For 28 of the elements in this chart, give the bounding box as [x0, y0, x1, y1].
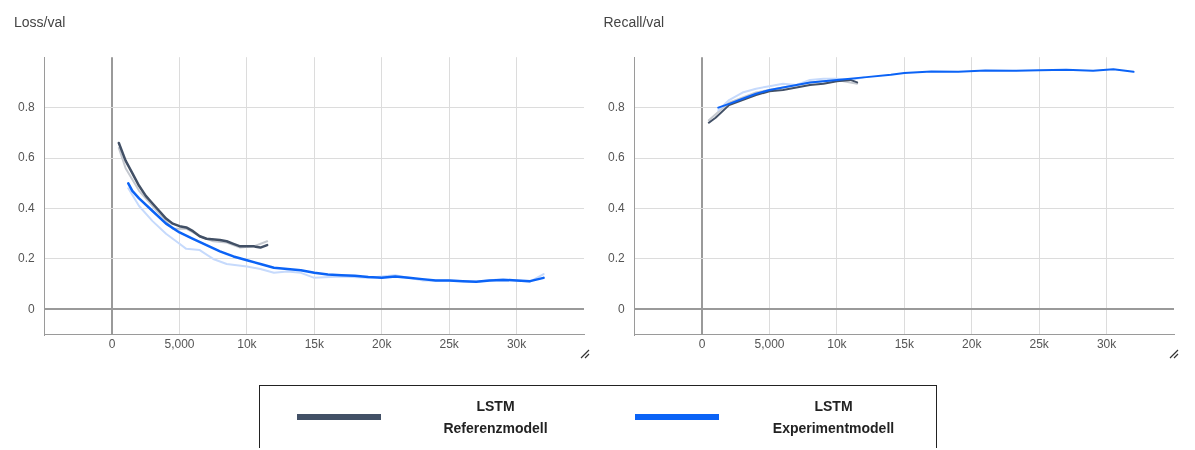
- y-tick-label: 0.2: [607, 251, 625, 266]
- x-tick-label: 15k: [894, 337, 915, 352]
- y-tick-label: 0.4: [607, 200, 625, 215]
- x-tick-label: 0: [108, 337, 116, 352]
- x-tick-label: 0: [698, 337, 706, 352]
- y-tick-label: 0: [617, 301, 625, 316]
- y-tick-label: 0.4: [17, 200, 35, 215]
- x-tick-label: 5,000: [164, 337, 195, 352]
- x-tick-label: 10k: [237, 337, 258, 352]
- y-tick-label: 0.2: [17, 251, 35, 266]
- x-tick-label: 30k: [506, 337, 528, 352]
- text: LSTM Experimentmodell: [771, 397, 896, 438]
- y-tick-label: 0.6: [17, 150, 35, 165]
- x-tick-label: 15k: [304, 337, 326, 352]
- y-tick-label: 0.6: [607, 150, 625, 165]
- x-tick-label: 25k: [439, 337, 460, 352]
- x-tick-label: 10k: [826, 337, 848, 352]
- chart-title: Loss/val: [14, 14, 67, 30]
- y-tick-label: 0.8: [607, 99, 625, 114]
- x-tick-label: 20k: [372, 337, 393, 352]
- x-tick-label: 5,000: [754, 337, 785, 352]
- text: LSTM Referenzmodell: [442, 397, 549, 438]
- y-tick-label: 0.8: [17, 99, 35, 114]
- x-tick-label: 30k: [1096, 337, 1117, 352]
- x-tick-label: 20k: [961, 337, 982, 352]
- chart-title: Recall/val: [603, 14, 666, 30]
- x-tick-label: 25k: [1028, 337, 1050, 352]
- y-tick-label: 0: [27, 301, 35, 316]
